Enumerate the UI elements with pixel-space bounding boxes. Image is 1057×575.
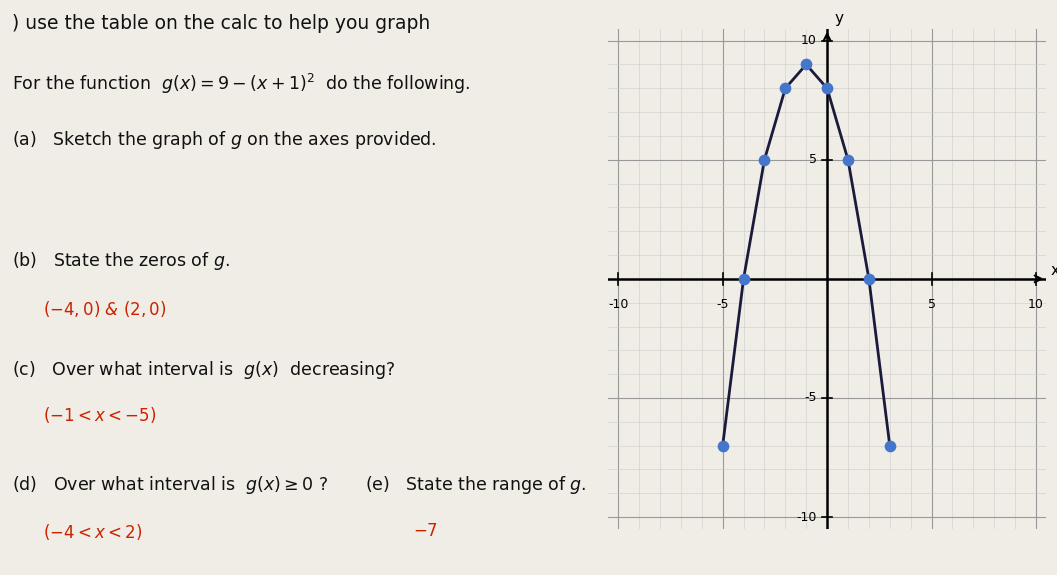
- Point: [715, 441, 731, 450]
- Text: ) use the table on the calc to help you graph: ) use the table on the calc to help you …: [13, 14, 430, 33]
- Text: (b)   State the zeros of $g$.: (b) State the zeros of $g$.: [13, 250, 230, 272]
- Point: [756, 155, 773, 164]
- Point: [798, 60, 815, 69]
- Point: [735, 274, 752, 283]
- Text: (d)   Over what interval is  $g(x) \geq 0$ ?: (d) Over what interval is $g(x) \geq 0$ …: [13, 474, 328, 496]
- Text: (a)   Sketch the graph of $g$ on the axes provided.: (a) Sketch the graph of $g$ on the axes …: [13, 129, 437, 151]
- Point: [777, 84, 794, 93]
- Point: [818, 84, 835, 93]
- Text: $-7$: $-7$: [413, 522, 439, 540]
- Point: [860, 274, 877, 283]
- Text: -10: -10: [608, 298, 629, 311]
- Text: $(-1 < x < -5)$: $(-1 < x < -5)$: [42, 405, 155, 426]
- Text: (e)   State the range of $g$.: (e) State the range of $g$.: [365, 474, 586, 496]
- Point: [882, 441, 898, 450]
- Text: 10: 10: [1028, 298, 1044, 311]
- Point: [839, 155, 856, 164]
- Text: 5: 5: [928, 298, 935, 311]
- Text: x: x: [1051, 263, 1057, 278]
- Text: $(-4,0)$ & $(2,0)$: $(-4,0)$ & $(2,0)$: [42, 299, 166, 319]
- Text: -10: -10: [796, 511, 817, 524]
- Text: y: y: [834, 12, 843, 26]
- Text: 10: 10: [801, 34, 817, 47]
- Text: 5: 5: [809, 154, 817, 166]
- Text: $(-4 < x < 2)$: $(-4 < x < 2)$: [42, 522, 142, 542]
- Text: -5: -5: [717, 298, 729, 311]
- Text: (c)   Over what interval is  $g(x)$  decreasing?: (c) Over what interval is $g(x)$ decreas…: [13, 359, 395, 381]
- Text: For the function  $g(x)=9-(x+1)^2$  do the following.: For the function $g(x)=9-(x+1)^2$ do the…: [13, 72, 470, 96]
- Text: -5: -5: [804, 392, 817, 404]
